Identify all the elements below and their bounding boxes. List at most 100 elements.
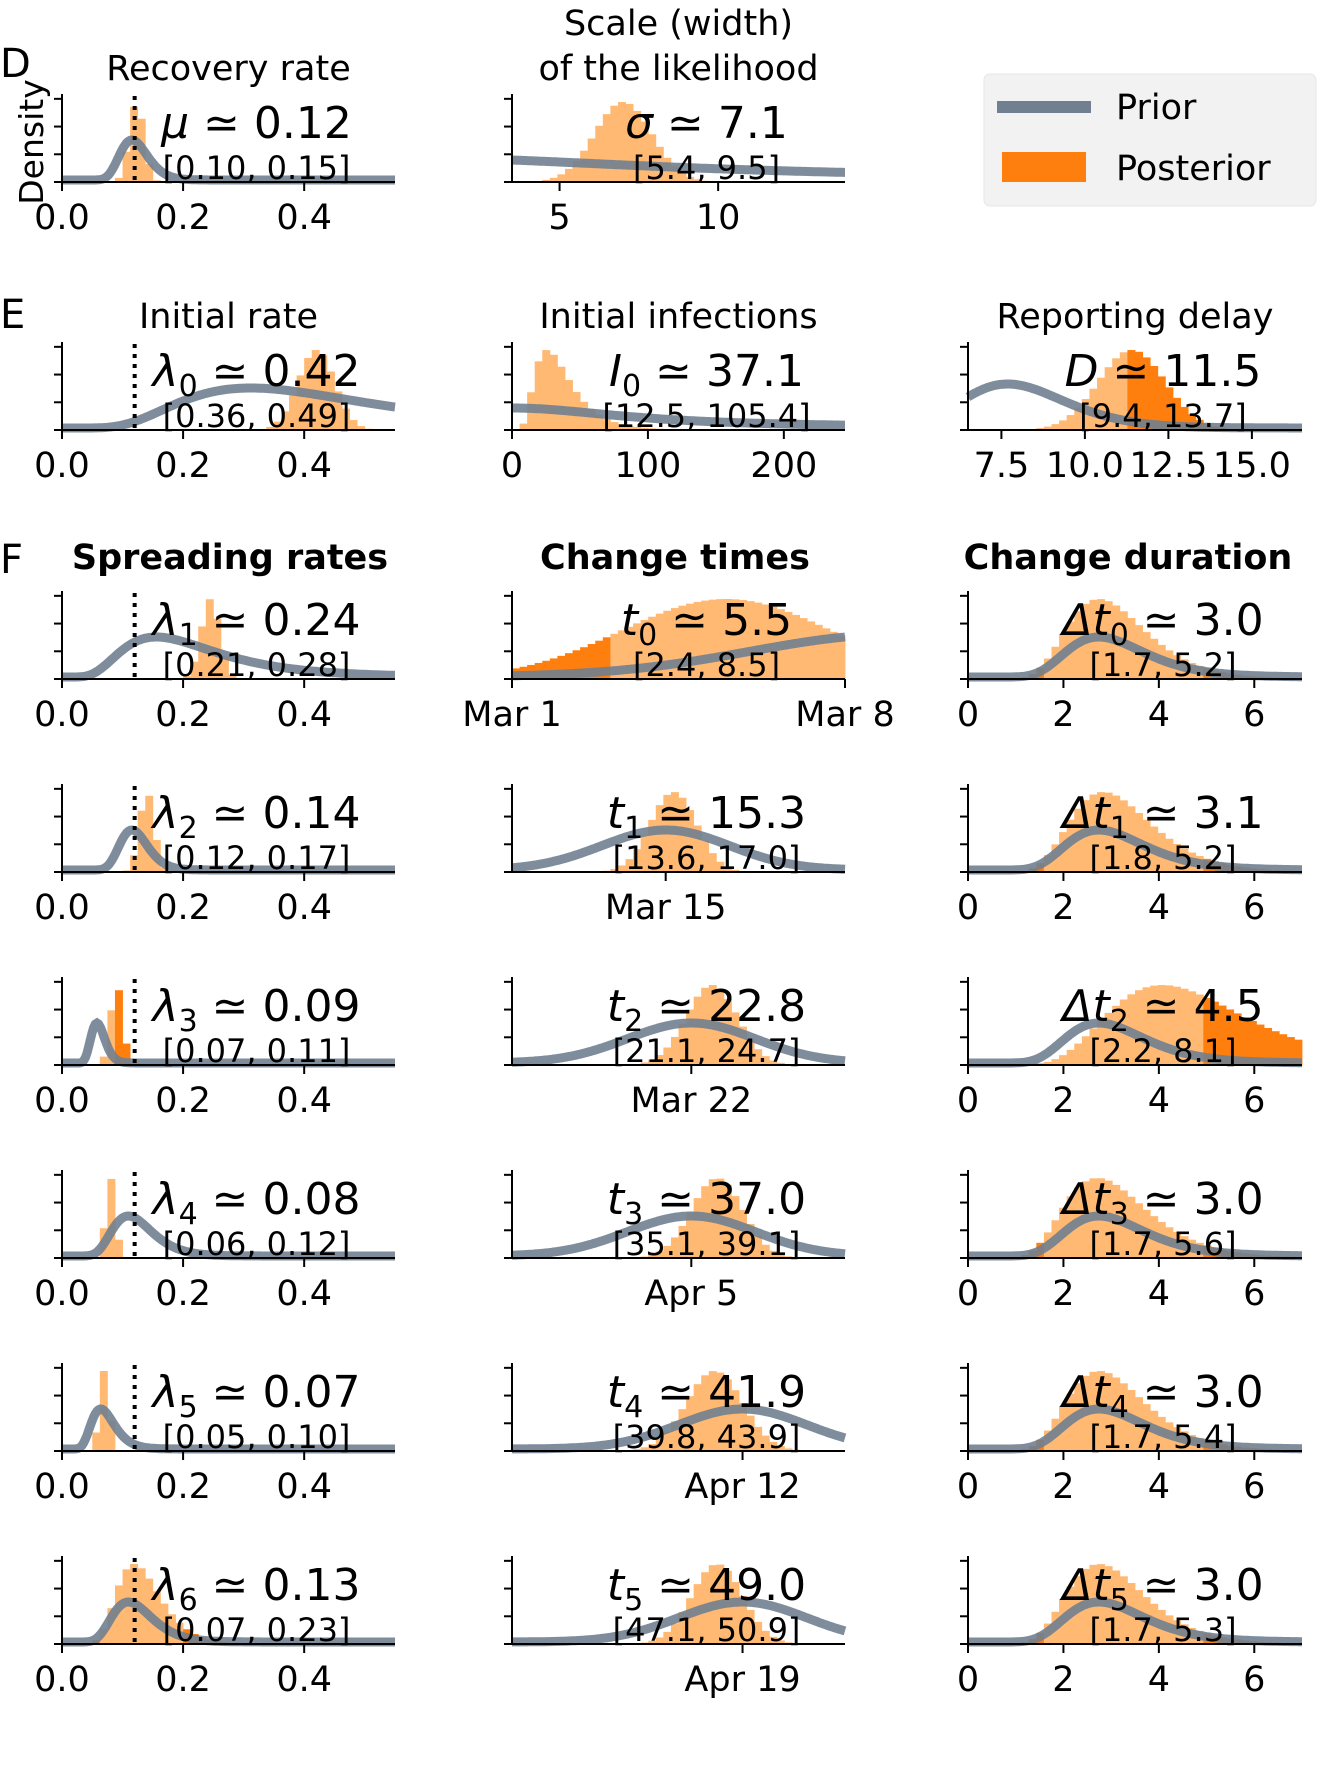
posterior-bar	[1142, 987, 1151, 1065]
panel-lambda4: 0.0 0.2 0.4 λ4 ≃ 0.08[0.06, 0.12]	[34, 1170, 395, 1314]
legend-posterior-label: Posterior	[1116, 149, 1271, 189]
credible-interval: [1.7, 5.6]	[1089, 1225, 1236, 1263]
estimate-label: λ6 ≃ 0.13	[151, 1560, 361, 1618]
posterior-bar	[761, 1056, 770, 1065]
estimate-symbol: t	[607, 1560, 626, 1611]
posterior-bar	[564, 653, 573, 679]
estimate-value: ≃ 37.1	[641, 346, 804, 397]
posterior-bar	[617, 630, 626, 679]
posterior-bar	[610, 105, 619, 182]
posterior-bar	[625, 425, 634, 430]
posterior-bar	[542, 350, 551, 430]
section-title-change-duration: Change duration	[964, 538, 1293, 578]
estimate-symbol: λ	[151, 595, 179, 646]
credible-interval: [21.1, 24.7]	[613, 1032, 801, 1070]
posterior-bar	[693, 601, 702, 679]
estimate-symbol: λ	[151, 981, 179, 1032]
panel-t5: Apr 19 t5 ≃ 49.0[47.1, 50.9]	[504, 1556, 847, 1700]
posterior-bar	[731, 1390, 740, 1451]
posterior-bar	[1135, 990, 1143, 1065]
estimate-subscript: 1	[624, 811, 643, 846]
x-tick-label: 4	[1148, 1081, 1170, 1121]
legend: Prior Posterior	[983, 73, 1317, 207]
panel-letter-e: E	[0, 292, 25, 338]
posterior-bar	[122, 1043, 131, 1065]
legend-prior-swatch	[997, 101, 1091, 113]
estimate-value: ≃ 0.13	[198, 1560, 361, 1611]
prior-curve	[968, 1404, 1302, 1454]
posterior-bar	[678, 1023, 687, 1065]
posterior-bar	[549, 177, 558, 182]
posterior-bar	[837, 635, 846, 679]
x-tick-label: 2	[1052, 1274, 1074, 1314]
estimate-value: ≃ 4.5	[1129, 981, 1264, 1032]
posterior-bar	[731, 869, 740, 872]
credible-interval: [0.36, 0.49]	[163, 397, 351, 435]
x-tick-label: 0.0	[34, 1467, 90, 1507]
posterior-bar	[829, 631, 838, 679]
posterior-bar	[648, 1444, 657, 1451]
posterior-bar	[761, 1244, 770, 1258]
posterior-bar	[580, 647, 589, 679]
posterior-bar	[1150, 366, 1159, 430]
credible-interval: [1.7, 5.3]	[1089, 1611, 1236, 1649]
panel-title: Initial rate	[139, 297, 318, 337]
credible-interval: [0.07, 0.23]	[163, 1611, 351, 1649]
posterior-bar	[686, 603, 695, 679]
posterior-bar	[686, 1009, 695, 1065]
posterior-bar	[266, 426, 275, 430]
estimate-subscript: 2	[1110, 1004, 1129, 1039]
prior-curve	[62, 383, 396, 433]
posterior-bar	[693, 1198, 702, 1258]
posterior-bar	[114, 177, 123, 182]
posterior-bar	[723, 599, 732, 679]
estimate-value: ≃ 3.1	[1129, 788, 1264, 839]
estimate-label: λ2 ≃ 0.14	[151, 788, 361, 846]
panel-letter-f: F	[0, 537, 23, 583]
estimate-subscript: 0	[179, 369, 198, 404]
panel-D: 7.5 10.0 12.5 15.0 Reporting delay D ≃ 11.5[9…	[960, 297, 1302, 486]
posterior-bar	[776, 1445, 785, 1451]
estimate-value: ≃ 0.24	[198, 595, 361, 646]
prior-curve	[511, 825, 846, 874]
posterior-bar	[670, 166, 679, 182]
posterior-bar	[746, 1609, 755, 1644]
estimate-label: σ ≃ 7.1	[625, 98, 788, 149]
estimate-value: ≃ 5.5	[657, 595, 792, 646]
legend-posterior-swatch	[1002, 152, 1086, 182]
posterior-bar	[739, 1402, 748, 1451]
posterior-bar	[754, 1049, 763, 1065]
prior-curve	[62, 1017, 395, 1068]
posterior-bar	[99, 1056, 108, 1065]
estimate-subscript: 0	[1110, 618, 1129, 653]
posterior-bar	[746, 1415, 755, 1451]
x-tick-label: 4	[1148, 1274, 1170, 1314]
posterior-bar	[769, 1441, 778, 1451]
estimate-label: Δt2 ≃ 4.5	[1059, 981, 1263, 1039]
posterior-bar	[1172, 397, 1181, 430]
prior-curve	[512, 1404, 847, 1454]
x-tick-label: 0.2	[155, 1660, 211, 1700]
posterior-bar	[693, 179, 702, 182]
x-tick-label: Mar 8	[795, 695, 894, 735]
posterior-bar	[534, 361, 543, 430]
prior-curve	[62, 1404, 395, 1454]
estimate-symbol: Δt	[1059, 1560, 1111, 1611]
posterior-bar	[1286, 1037, 1295, 1065]
x-tick-label: 0.2	[155, 198, 211, 238]
x-tick-label: 0.0	[34, 695, 90, 735]
x-tick-label: 0.2	[155, 888, 211, 928]
prior-curve	[62, 825, 395, 875]
posterior-bar	[1150, 985, 1159, 1065]
posterior-bar	[663, 610, 672, 679]
posterior-bar	[602, 637, 611, 679]
x-tick-label: 4	[1148, 888, 1170, 928]
credible-interval: [1.8, 5.2]	[1089, 839, 1236, 877]
posterior-bar	[708, 853, 717, 872]
posterior-bar	[754, 1235, 763, 1258]
posterior-bar	[557, 655, 566, 679]
posterior-bar	[625, 103, 634, 182]
estimate-symbol: λ	[151, 788, 179, 839]
legend-prior-label: Prior	[1116, 88, 1197, 128]
credible-interval: [9.4, 13.7]	[1079, 397, 1246, 435]
